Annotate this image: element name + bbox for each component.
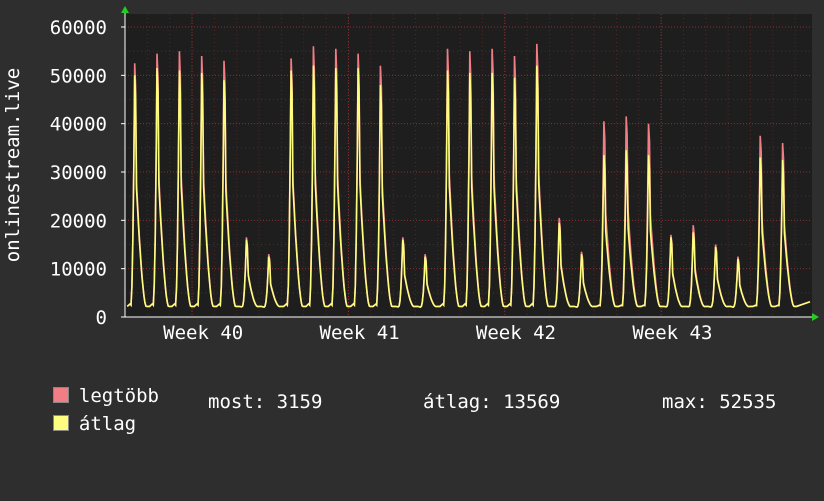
legend-row-max: legtöbb — [30, 363, 159, 407]
legend-swatch-max — [52, 387, 69, 403]
y-tick-label: 60000 — [50, 17, 107, 39]
y-tick-label: 10000 — [50, 259, 107, 281]
legend-label-max: legtöbb — [78, 385, 159, 407]
x-tick-label: Week 42 — [476, 322, 556, 344]
x-tick-label: Week 41 — [320, 322, 400, 344]
y-tick-label: 50000 — [50, 65, 107, 87]
y-axis-label: onlinestream.live — [2, 68, 24, 262]
stat-current: most: 3159 — [208, 391, 323, 413]
legend-row-avg: átlag most: 3159 átlag: 13569 max: 52535 — [30, 391, 795, 501]
x-tick-label: Week 40 — [163, 322, 243, 344]
x-axis-ticks: Week 40 Week 41 Week 42 Week 43 — [163, 322, 712, 344]
series-line-avg — [126, 65, 811, 309]
stat-average: átlag: 13569 — [423, 391, 561, 413]
x-axis-arrow — [812, 313, 819, 321]
y-tick-label: 0 — [96, 307, 107, 329]
y-tick-label: 30000 — [50, 162, 107, 184]
y-tick-label: 20000 — [50, 210, 107, 232]
y-axis-arrow — [121, 6, 129, 13]
legend-label-avg: átlag — [78, 413, 137, 435]
stat-maximum: max: 52535 — [662, 391, 777, 413]
y-axis-ticks: 0 10000 20000 30000 40000 50000 60000 — [50, 17, 125, 329]
x-tick-label: Week 43 — [632, 322, 712, 344]
y-tick-label: 40000 — [50, 114, 107, 136]
grid — [124, 14, 812, 317]
legend-swatch-avg — [52, 415, 69, 431]
